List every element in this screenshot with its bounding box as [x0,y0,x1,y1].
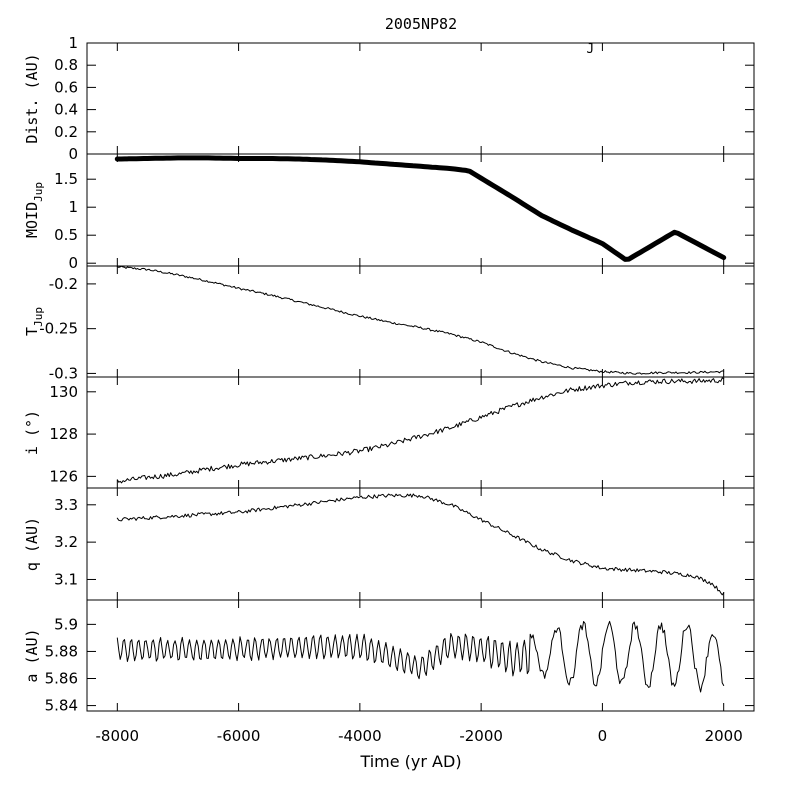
y-tick-label: 1 [68,34,78,52]
y-tick-label: -0.3 [49,364,78,382]
x-tick-label: -2000 [459,727,503,745]
y-tick-label: 3.1 [54,570,78,588]
y-tick-label: -0.25 [39,320,78,338]
y-tick-label: 0.4 [54,101,78,119]
y-tick-label: 0.5 [54,226,78,244]
y-tick-label: 5.84 [45,697,78,715]
y-tick-label: 128 [49,425,78,443]
y-tick-label: 1 [68,198,78,216]
y-axis-label: i (°) [23,410,41,455]
x-tick-label: 2000 [705,727,743,745]
y-tick-label: 0.6 [54,78,78,96]
y-axis-label: q (AU) [23,517,41,571]
y-axis-label: a (AU) [23,628,41,682]
y-tick-label: 5.86 [45,670,78,688]
y-tick-label: 126 [49,467,78,485]
x-tick-label: -6000 [217,727,261,745]
y-tick-label: -0.2 [49,275,78,293]
y-tick-label: 0.2 [54,123,78,141]
series-line-moid [114,155,727,262]
x-axis-label: Time (yr AD) [359,752,461,771]
series-line-q [116,493,725,596]
x-tick-label: -4000 [338,727,382,745]
y-axis-label: Dist. (AU) [23,53,41,143]
series-line-incl [116,377,725,484]
series-line-tjup [116,265,725,375]
chart-title: 2005NP82 [385,15,457,33]
y-tick-label: 0 [68,145,78,163]
y-tick-label: 1.5 [54,170,78,188]
y-tick-label: 3.2 [54,533,78,551]
series-line-a [116,620,725,693]
annotation-label: J [586,42,594,57]
x-tick-label: 0 [598,727,608,745]
y-tick-label: 0.8 [54,56,78,74]
y-tick-label: 5.9 [54,615,78,633]
y-tick-label: 5.88 [45,642,78,660]
x-tick-label: -8000 [96,727,140,745]
panel-frame [86,599,755,712]
x-axis: -8000 -6000 -4000 -2000 0 2000 [96,727,743,745]
panel-a: 5.84 5.86 5.88 5.9 a (AU) [23,599,755,715]
panel-incl: 126 128 130 i (°) [23,376,755,489]
y-tick-label: 130 [49,383,78,401]
y-tick-label: 3.3 [54,496,78,514]
y-tick-label: 0 [68,254,78,272]
